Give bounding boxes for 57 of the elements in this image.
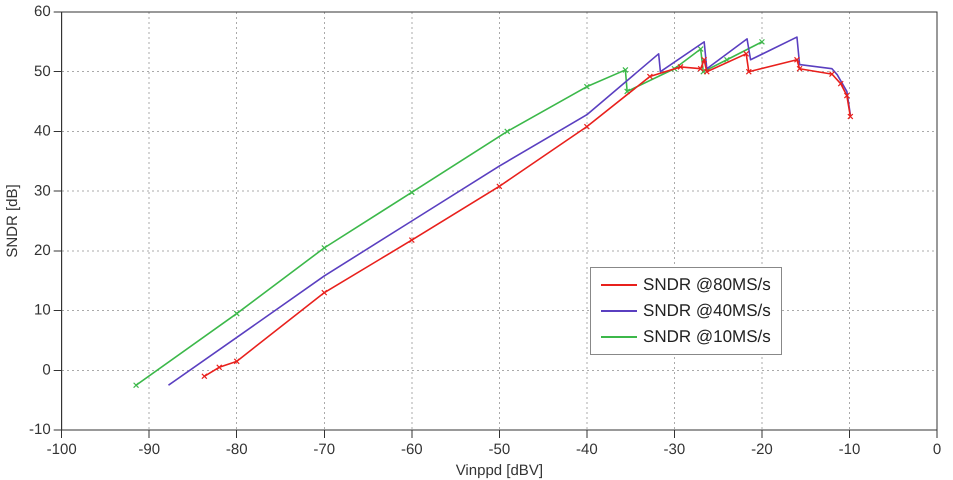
legend-label: SNDR @40MS/s [643,301,771,321]
point [234,358,240,364]
point [838,80,844,87]
y-tick-label: 10 [34,302,51,319]
point [794,56,800,63]
point [743,50,750,57]
x-tick-label: -30 [664,441,686,458]
point [622,66,628,73]
x-tick-label: -100 [46,441,77,458]
point [321,244,328,251]
x-tick-label: -50 [488,441,510,458]
x-axis-title: Vinppd [dBV] [456,462,543,480]
legend-label: SNDR @80MS/s [643,275,771,295]
point [408,237,415,244]
point [701,56,708,63]
y-axis-title: SNDR [dB] [4,184,22,258]
point [584,124,590,130]
point [201,373,208,380]
point [828,71,836,78]
point [496,183,502,190]
point [646,73,653,80]
x-tick-label: -90 [138,441,160,458]
point [671,66,678,72]
point [698,46,704,52]
point [758,38,766,45]
x-tick-label: -10 [838,441,860,458]
point [844,92,850,99]
y-tick-label: -10 [28,421,51,438]
point [700,68,706,75]
point [704,68,710,75]
x-tick-label: -40 [576,441,598,458]
point [234,310,240,317]
x-tick-label: -70 [313,441,336,458]
point [746,68,752,75]
x-tick-label: -20 [751,441,773,458]
point [698,66,704,72]
y-tick-label: 20 [34,242,51,259]
x-tick-label: 0 [932,441,942,458]
y-tick-label: 30 [34,182,51,200]
x-tick-label: -60 [400,441,423,458]
point [624,88,630,94]
point [504,128,510,135]
point [408,189,415,196]
point [724,56,730,63]
y-tick-label: 0 [42,361,51,378]
point [847,113,854,120]
y-tick-label: 50 [34,62,51,80]
y-tick-label: 60 [34,3,51,20]
point [677,64,684,70]
x-tick-label: -80 [226,441,248,458]
point [796,66,803,72]
point [133,382,140,388]
point [216,364,222,370]
point [584,84,590,90]
y-tick-label: 40 [34,122,51,140]
point [321,290,328,296]
legend-label: SNDR @10MS/s [643,327,771,347]
